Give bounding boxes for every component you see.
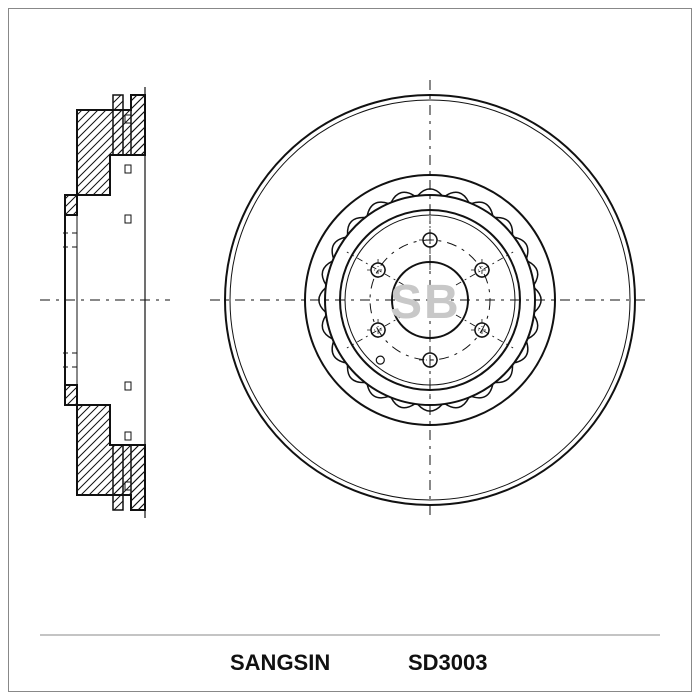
sb-watermark: SB — [390, 275, 461, 330]
diagram-canvas: SB SANGSIN SD3003 — [0, 0, 700, 700]
technical-drawing — [0, 0, 700, 700]
part-number-label: SD3003 — [408, 650, 488, 676]
brand-label: SANGSIN — [230, 650, 330, 676]
